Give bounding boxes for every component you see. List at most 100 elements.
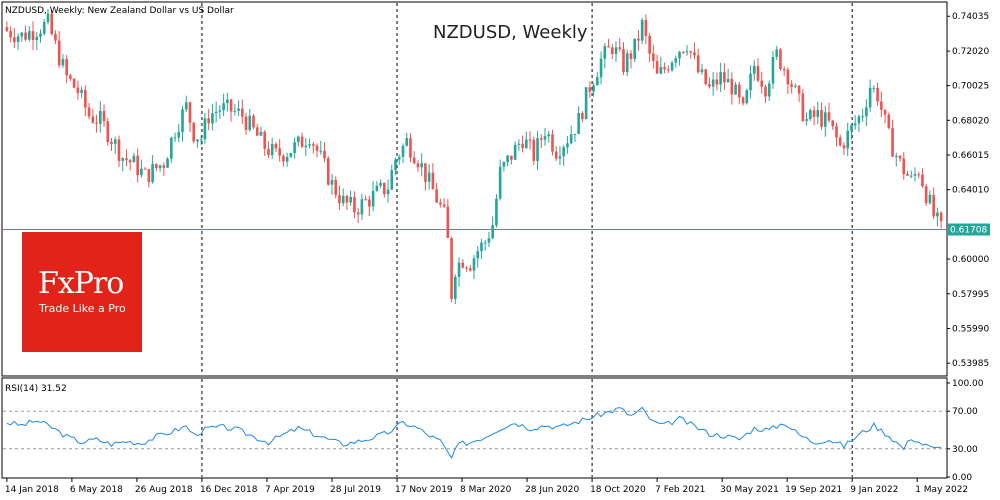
x-tick-label: 14 Jan 2018 <box>5 485 59 495</box>
candle-body <box>203 118 207 140</box>
candle-body <box>887 114 891 129</box>
candle-body <box>409 138 412 158</box>
candle-body <box>741 97 745 104</box>
candle-body <box>659 67 663 74</box>
candle-body <box>229 99 233 112</box>
x-tick-label: 1 May 2022 <box>915 485 968 495</box>
candle-body <box>278 148 281 156</box>
candle-body <box>439 202 442 205</box>
candle-body <box>244 116 248 130</box>
candle-body <box>341 195 345 204</box>
x-tick-label: 8 Mar 2020 <box>460 485 512 495</box>
candle-body <box>502 162 506 167</box>
candle-body <box>678 51 681 59</box>
candle-body <box>472 258 476 271</box>
candle-body <box>842 145 846 149</box>
candle-body <box>838 137 842 146</box>
candle-body <box>465 267 468 269</box>
candle-body <box>760 80 764 87</box>
candle-body <box>263 131 267 149</box>
candle-body <box>622 49 625 73</box>
candle-body <box>394 159 397 171</box>
candle-body <box>323 150 326 159</box>
candle-body <box>300 136 304 148</box>
candle-body <box>640 20 644 41</box>
candle-body <box>562 147 565 157</box>
candle-body <box>375 185 379 191</box>
rsi-y-tick-label: 0.00 <box>952 473 972 483</box>
candle-body <box>304 145 308 148</box>
candle-body <box>424 163 427 182</box>
candle-body <box>136 155 139 176</box>
candle-body <box>521 143 524 148</box>
candle-body <box>39 33 42 37</box>
candle-body <box>315 145 319 151</box>
candle-body <box>831 120 835 127</box>
candle-body <box>797 85 801 94</box>
candle-body <box>764 86 767 97</box>
candle-body <box>311 144 315 146</box>
candle-body <box>756 65 760 81</box>
candle-body <box>102 110 106 122</box>
candle-body <box>356 212 360 215</box>
candle-body <box>226 99 229 104</box>
candle-body <box>468 268 472 271</box>
candle-body <box>752 65 756 74</box>
candle-body <box>192 122 196 142</box>
candle-body <box>812 110 816 117</box>
candle-body <box>917 174 921 176</box>
candle-body <box>252 115 255 128</box>
candle-body <box>274 143 278 149</box>
candle-body <box>936 212 939 217</box>
price-y-tick-label: 0.60000 <box>952 255 989 265</box>
candle-body <box>371 190 375 207</box>
candle-body <box>891 128 894 157</box>
candle-body <box>715 79 719 85</box>
candle-body <box>577 112 580 135</box>
x-tick-label: 19 Sep 2021 <box>785 485 842 495</box>
candle-body <box>80 89 83 94</box>
candle-body <box>450 238 453 299</box>
candle-body <box>644 20 648 36</box>
candle-body <box>618 47 622 50</box>
candle-body <box>326 158 330 185</box>
candle-body <box>551 134 554 152</box>
candle-body <box>749 73 752 91</box>
candle-body <box>835 126 838 138</box>
candle-body <box>420 163 423 168</box>
candle-body <box>491 225 494 239</box>
candle-body <box>909 175 913 177</box>
candle-body <box>779 49 782 70</box>
x-tick-label: 7 Apr 2019 <box>265 485 315 495</box>
price-y-tick-label: 0.68020 <box>952 116 989 126</box>
candle-body <box>670 62 674 71</box>
candle-body <box>880 101 883 110</box>
candle-body <box>106 121 110 143</box>
current-price-badge <box>948 223 990 236</box>
candle-body <box>629 53 633 59</box>
candle-body <box>708 84 711 87</box>
candle-body <box>592 85 595 92</box>
candle-body <box>147 169 151 183</box>
candle-body <box>383 182 386 195</box>
candle-body <box>554 151 558 159</box>
candle-body <box>723 72 726 83</box>
rsi-panel-frame <box>1 377 948 479</box>
candle-body <box>110 142 113 144</box>
candle-body <box>536 138 539 161</box>
candle-body <box>240 108 244 117</box>
candle-body <box>98 110 102 124</box>
candles-layer <box>5 9 943 305</box>
candle-body <box>894 155 898 157</box>
candle-body <box>177 132 181 138</box>
candle-body <box>539 138 543 140</box>
candle-body <box>543 136 547 140</box>
candle-body <box>345 195 349 203</box>
candle-body <box>498 166 502 199</box>
candle-body <box>461 262 465 268</box>
candle-body <box>446 206 450 239</box>
price-y-tick-label: 0.74035 <box>952 12 989 22</box>
candle-body <box>857 116 861 124</box>
x-tick-label: 30 May 2021 <box>720 485 779 495</box>
candle-body <box>218 110 222 112</box>
